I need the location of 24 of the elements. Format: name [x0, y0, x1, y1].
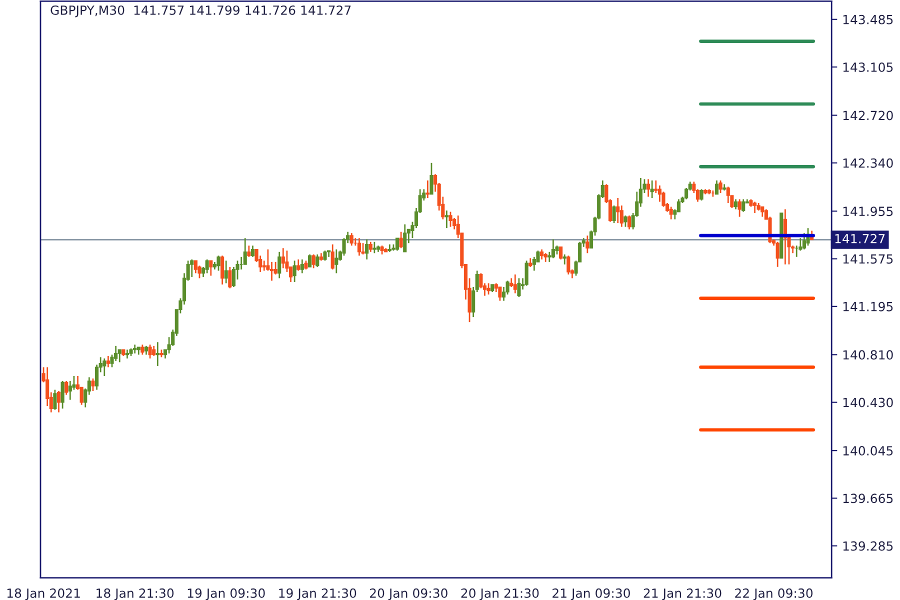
x-tick-label: 21 Jan 21:30	[644, 588, 722, 600]
x-tick-label: 18 Jan 21:30	[96, 588, 174, 600]
y-tick-label: 143.485	[843, 14, 893, 24]
y-tick-label: 139.665	[843, 494, 893, 504]
y-tick-label: 140.810	[843, 350, 893, 360]
y-tick-label: 140.430	[843, 398, 893, 408]
ref-line-label: 141.727	[835, 234, 885, 244]
y-tick-label: 141.955	[843, 206, 893, 216]
x-tick-label: 20 Jan 09:30	[370, 588, 448, 600]
y-tick-label: 141.575	[843, 254, 893, 264]
y-tick-label: 143.105	[843, 62, 893, 72]
y-tick-label: 142.720	[843, 110, 893, 120]
x-tick-label: 21 Jan 09:30	[552, 588, 630, 600]
y-tick-label: 141.195	[843, 302, 893, 312]
x-tick-label: 20 Jan 21:30	[461, 588, 539, 600]
x-tick-label: 22 Jan 09:30	[735, 588, 813, 600]
chart-title: GBPJPY,M30 141.757 141.799 141.726 141.727	[50, 5, 351, 18]
y-tick-label: 142.340	[843, 158, 893, 168]
x-tick-label: 19 Jan 09:30	[188, 588, 265, 600]
x-tick-label: 18 Jan 2021	[7, 588, 80, 600]
x-tick-label: 19 Jan 21:30	[279, 588, 356, 600]
y-tick-label: 139.285	[843, 541, 893, 551]
candlestick	[780, 212, 784, 259]
y-tick-label: 140.045	[843, 446, 893, 456]
